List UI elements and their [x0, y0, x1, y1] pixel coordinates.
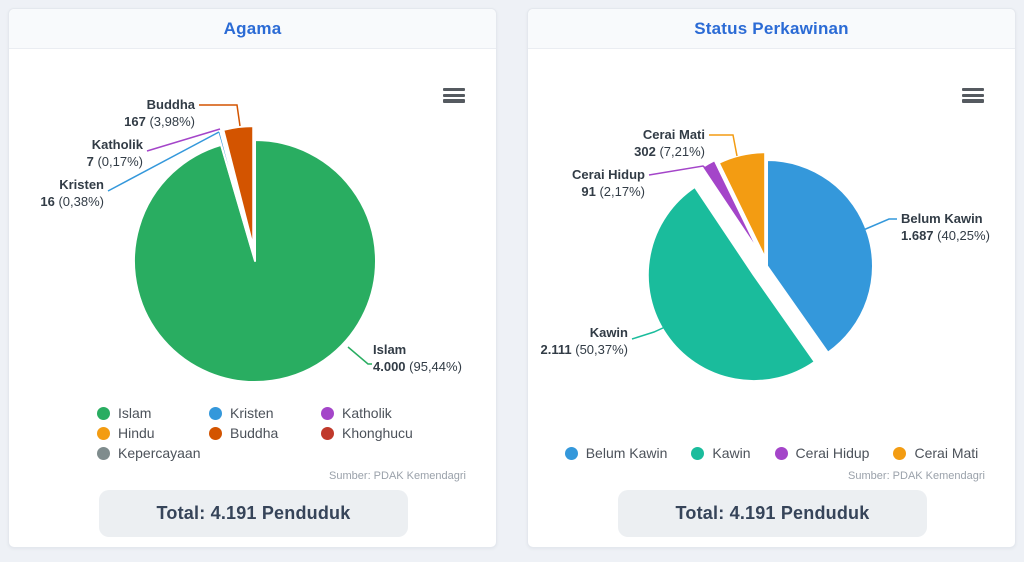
source-note: Sumber: PDAK Kemendagri — [329, 470, 466, 482]
pie-slice-katholik[interactable] — [219, 129, 253, 249]
agama-legend: Islam Kristen Katholik Hindu Buddha Khonghucu… — [97, 403, 433, 463]
label-connector-cerai-hidup — [648, 165, 710, 176]
pie-slice-cerai-mati[interactable] — [717, 151, 767, 260]
legend-label: Hindu — [118, 425, 155, 441]
source-note: Sumber: PDAK Kemendagri — [848, 470, 985, 482]
slice-label-cerai-mati: Cerai Mati 302 (7,21%) — [634, 127, 705, 159]
menu-bar — [443, 88, 465, 92]
legend-item-belum-kawin[interactable]: Belum Kawin — [564, 445, 668, 461]
legend-item-hindu[interactable]: Hindu — [97, 425, 209, 441]
legend-label: Islam — [118, 405, 152, 421]
status-legend: Belum Kawin Kawin Cerai Hidup Cerai Mati — [528, 445, 1015, 461]
legend-dot-khonghucu — [321, 426, 334, 440]
agama-card-header: Agama — [9, 9, 496, 49]
legend-dot-katholik — [321, 406, 334, 420]
agama-card: Agama Islam 4.000 (95,44%) Kristen 16 (0,38… — [8, 8, 497, 548]
legend-item-kawin[interactable]: Kawin — [691, 445, 751, 461]
legend-label: Khonghucu — [342, 425, 413, 441]
label-connector-katholik — [146, 128, 221, 152]
legend-dot-kepercayaan — [97, 446, 110, 460]
slice-label-katholik: Katholik 7 (0,17%) — [87, 137, 144, 169]
status-total-badge: Total: 4.191 Penduduk — [618, 490, 927, 537]
legend-label: Buddha — [230, 425, 279, 441]
legend-dot-belum-kawin — [564, 446, 578, 460]
legend-dot-buddha — [209, 426, 222, 440]
pie-slice-buddha[interactable] — [222, 125, 255, 249]
menu-bar — [962, 99, 984, 103]
status-pie-chart: Belum Kawin 1.687 (40,25%) Kawin 2.111 (50,… — [541, 127, 990, 383]
hamburger-menu-icon[interactable] — [443, 86, 465, 105]
legend-item-buddha[interactable]: Buddha — [209, 425, 321, 441]
legend-item-kepercayaan[interactable]: Kepercayaan — [97, 445, 209, 461]
menu-bar — [962, 93, 984, 97]
label-connector-kristen — [107, 131, 220, 192]
legend-label: Cerai Hidup — [795, 445, 870, 461]
hamburger-menu-icon[interactable] — [962, 86, 984, 105]
pie-slice-belum-kawin[interactable] — [766, 159, 874, 354]
legend-dot-kristen — [209, 406, 222, 420]
slice-label-cerai-hidup: Cerai Hidup 91 (2,17%) — [572, 167, 645, 199]
legend-label: Katholik — [342, 405, 392, 421]
menu-bar — [962, 88, 984, 92]
legend-dot-islam — [97, 406, 110, 420]
legend-item-katholik[interactable]: Katholik — [321, 405, 433, 421]
legend-item-khonghucu[interactable]: Khonghucu — [321, 425, 433, 441]
legend-dot-cerai-mati — [893, 446, 907, 460]
pie-slice-cerai-hidup[interactable] — [701, 159, 763, 257]
legend-label: Cerai Mati — [914, 445, 979, 461]
menu-bar — [443, 93, 465, 97]
legend-label: Kepercayaan — [118, 445, 201, 461]
legend-item-kristen[interactable]: Kristen — [209, 405, 321, 421]
legend-item-cerai-hidup[interactable]: Cerai Hidup — [774, 445, 870, 461]
legend-dot-cerai-hidup — [774, 446, 788, 460]
slice-label-islam: Islam 4.000 (95,44%) — [373, 342, 462, 374]
status-perkawinan-card: Status Perkawinan Belum Kawin 1.687 (40,2… — [527, 8, 1016, 548]
status-card-header: Status Perkawinan — [528, 9, 1015, 49]
pie-slice-islam[interactable] — [133, 139, 377, 383]
status-chart-title: Status Perkawinan — [694, 18, 849, 38]
slice-label-buddha: Buddha 167 (3,98%) — [124, 97, 196, 129]
label-connector-belum-kawin — [860, 218, 897, 232]
legend-label: Kristen — [230, 405, 274, 421]
slice-label-belum-kawin: Belum Kawin 1.687 (40,25%) — [901, 211, 990, 243]
label-connector-islam — [347, 346, 372, 365]
legend-label: Kawin — [712, 445, 751, 461]
agama-total-badge: Total: 4.191 Penduduk — [99, 490, 408, 537]
slice-label-kristen: Kristen 16 (0,38%) — [40, 177, 104, 209]
pie-slice-kawin[interactable] — [646, 185, 816, 383]
legend-label: Belum Kawin — [585, 445, 668, 461]
agama-pie-chart: Islam 4.000 (95,44%) Kristen 16 (0,38%) Kath… — [40, 97, 462, 383]
label-connector-cerai-mati — [709, 134, 738, 157]
menu-bar — [443, 99, 465, 103]
label-connector-buddha — [199, 104, 241, 127]
legend-item-cerai-mati[interactable]: Cerai Mati — [893, 445, 978, 461]
agama-chart-title: Agama — [223, 18, 282, 38]
label-connector-kawin — [631, 326, 666, 340]
slice-label-kawin: Kawin 2.111 (50,37%) — [541, 325, 629, 357]
legend-dot-hindu — [97, 426, 110, 440]
legend-item-islam[interactable]: Islam — [97, 405, 209, 421]
legend-dot-kawin — [691, 446, 705, 460]
